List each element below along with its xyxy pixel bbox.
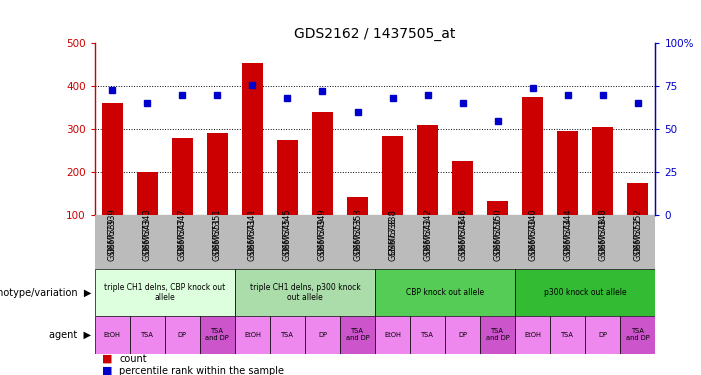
Text: TSA
and DP: TSA and DP (626, 328, 650, 341)
Bar (375, 269, 515, 316)
Bar (585, 316, 620, 354)
Text: DP: DP (178, 332, 186, 338)
Text: GSM67353: GSM67353 (353, 217, 362, 261)
Bar (522, 97, 543, 215)
Bar (627, 183, 648, 215)
Text: GSM67349: GSM67349 (318, 217, 327, 261)
Bar (445, 316, 480, 354)
Bar (620, 316, 655, 354)
Text: TSA
and DP: TSA and DP (346, 328, 369, 341)
Text: GSM67348: GSM67348 (599, 217, 607, 261)
Text: triple CH1 delns, p300 knock
out allele: triple CH1 delns, p300 knock out allele (250, 283, 360, 302)
Bar (347, 197, 368, 215)
Text: GSM67350: GSM67350 (494, 217, 502, 261)
Text: agent  ▶: agent ▶ (49, 330, 91, 340)
Bar (515, 269, 655, 316)
Text: GSM67345: GSM67345 (283, 217, 292, 261)
Text: TSA: TSA (562, 332, 574, 338)
Bar (550, 316, 585, 354)
Bar (130, 316, 165, 354)
Bar (200, 316, 235, 354)
Text: GSM67339: GSM67339 (108, 217, 116, 261)
Bar (305, 316, 340, 354)
Bar (270, 316, 305, 354)
Bar (95, 269, 235, 316)
Text: GSM67342: GSM67342 (423, 217, 432, 261)
Text: GSM67351: GSM67351 (213, 217, 222, 261)
Text: ■: ■ (102, 366, 116, 375)
Bar (312, 112, 333, 215)
Bar (95, 316, 130, 354)
Bar (165, 316, 200, 354)
Bar (235, 316, 270, 354)
Bar (417, 125, 438, 215)
Text: GSM67338: GSM67338 (388, 217, 397, 261)
Bar (207, 133, 228, 215)
Bar (242, 63, 263, 215)
Text: DP: DP (318, 332, 327, 338)
Text: GSM67344: GSM67344 (564, 217, 572, 261)
Bar (340, 316, 375, 354)
Bar (557, 131, 578, 215)
Text: EtOH: EtOH (244, 332, 261, 338)
Text: genotype/variation  ▶: genotype/variation ▶ (0, 288, 91, 297)
Text: GSM67347: GSM67347 (178, 217, 186, 261)
Bar (102, 104, 123, 215)
Text: EtOH: EtOH (104, 332, 121, 338)
Text: TSA: TSA (421, 332, 434, 338)
Text: GSM67340: GSM67340 (529, 217, 537, 261)
Text: CBP knock out allele: CBP knock out allele (406, 288, 484, 297)
Text: EtOH: EtOH (524, 332, 541, 338)
Text: TSA: TSA (281, 332, 294, 338)
Bar (172, 138, 193, 215)
Bar (410, 316, 445, 354)
Text: GSM67341: GSM67341 (248, 217, 257, 261)
Bar (382, 136, 403, 215)
Bar (137, 172, 158, 215)
Text: GSM67343: GSM67343 (143, 217, 151, 261)
Bar (452, 161, 473, 215)
Text: p300 knock out allele: p300 knock out allele (544, 288, 627, 297)
Title: GDS2162 / 1437505_at: GDS2162 / 1437505_at (294, 27, 456, 41)
Text: EtOH: EtOH (384, 332, 401, 338)
Bar (375, 316, 410, 354)
Text: DP: DP (458, 332, 467, 338)
Bar (592, 127, 613, 215)
Text: GSM67352: GSM67352 (634, 217, 642, 261)
Text: triple CH1 delns, CBP knock out
allele: triple CH1 delns, CBP knock out allele (104, 283, 225, 302)
Text: ■: ■ (102, 354, 116, 364)
Text: percentile rank within the sample: percentile rank within the sample (119, 366, 284, 375)
Text: TSA
and DP: TSA and DP (205, 328, 229, 341)
Bar (515, 316, 550, 354)
Bar (235, 269, 375, 316)
Text: count: count (119, 354, 147, 364)
Text: TSA: TSA (141, 332, 154, 338)
Text: DP: DP (599, 332, 607, 338)
Text: GSM67346: GSM67346 (458, 217, 467, 261)
Text: TSA
and DP: TSA and DP (486, 328, 510, 341)
Bar (277, 140, 298, 215)
Bar (480, 316, 515, 354)
Bar (487, 201, 508, 215)
